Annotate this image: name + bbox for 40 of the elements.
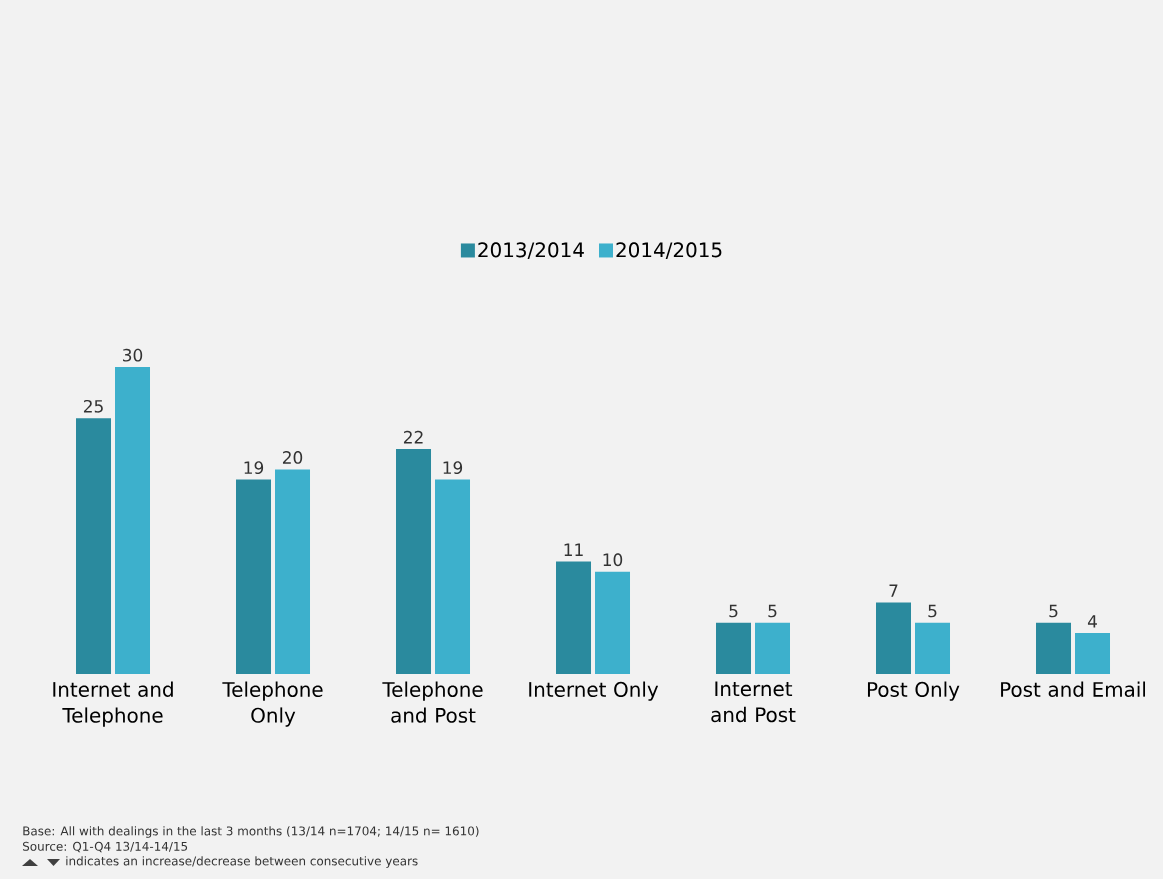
x-tick-label: Telephone and Post: [382, 681, 483, 723]
bar: [275, 469, 311, 674]
data-label: 10: [603, 553, 623, 567]
data-label: 7: [889, 584, 898, 597]
data-label: 19: [244, 461, 264, 475]
source-note: Source: Q1-Q4 13/14-14/15: [22, 841, 188, 853]
data-label: 5: [729, 604, 738, 618]
data-label: 5: [928, 604, 937, 618]
x-tick-label: Post Only: [867, 681, 960, 701]
bar: [1036, 622, 1072, 674]
bar: [556, 561, 592, 674]
bar: [115, 367, 151, 674]
x-tick-label: Internet and Telephone: [53, 681, 173, 727]
data-label: 30: [123, 348, 143, 362]
data-label: 4: [1087, 615, 1097, 628]
data-label: 5: [768, 604, 777, 618]
bar: [716, 622, 752, 674]
data-label: 20: [282, 451, 303, 464]
x-tick-label: Telephone Only: [222, 681, 323, 727]
data-label: 19: [443, 461, 463, 475]
legend-label: 2013/2014: [478, 242, 584, 259]
bar: [236, 479, 272, 674]
bar: [1075, 633, 1111, 674]
data-label: 22: [403, 430, 423, 444]
bar: [755, 622, 791, 674]
legend-label: 2014/2015: [616, 242, 722, 259]
x-tick-label: Post and Email: [1001, 681, 1146, 697]
bar: [915, 622, 951, 674]
bar: [76, 418, 112, 674]
data-label: 11: [564, 543, 583, 556]
data-label: 25: [83, 399, 103, 413]
text: Base: All with dealings in the last 3 months (13/14 n=1704; 14/15 n= 1610): [23, 826, 479, 838]
text: indicates an increase/decrease between consecutive years: [66, 856, 418, 868]
x-tick-label: Internet and Post: [711, 681, 796, 723]
bar: [396, 448, 432, 674]
bar: [876, 602, 912, 674]
x-tick-label: Internet Only: [529, 681, 659, 701]
data-label: 5: [1049, 604, 1058, 618]
bar: [595, 571, 631, 674]
bar: [435, 479, 471, 674]
